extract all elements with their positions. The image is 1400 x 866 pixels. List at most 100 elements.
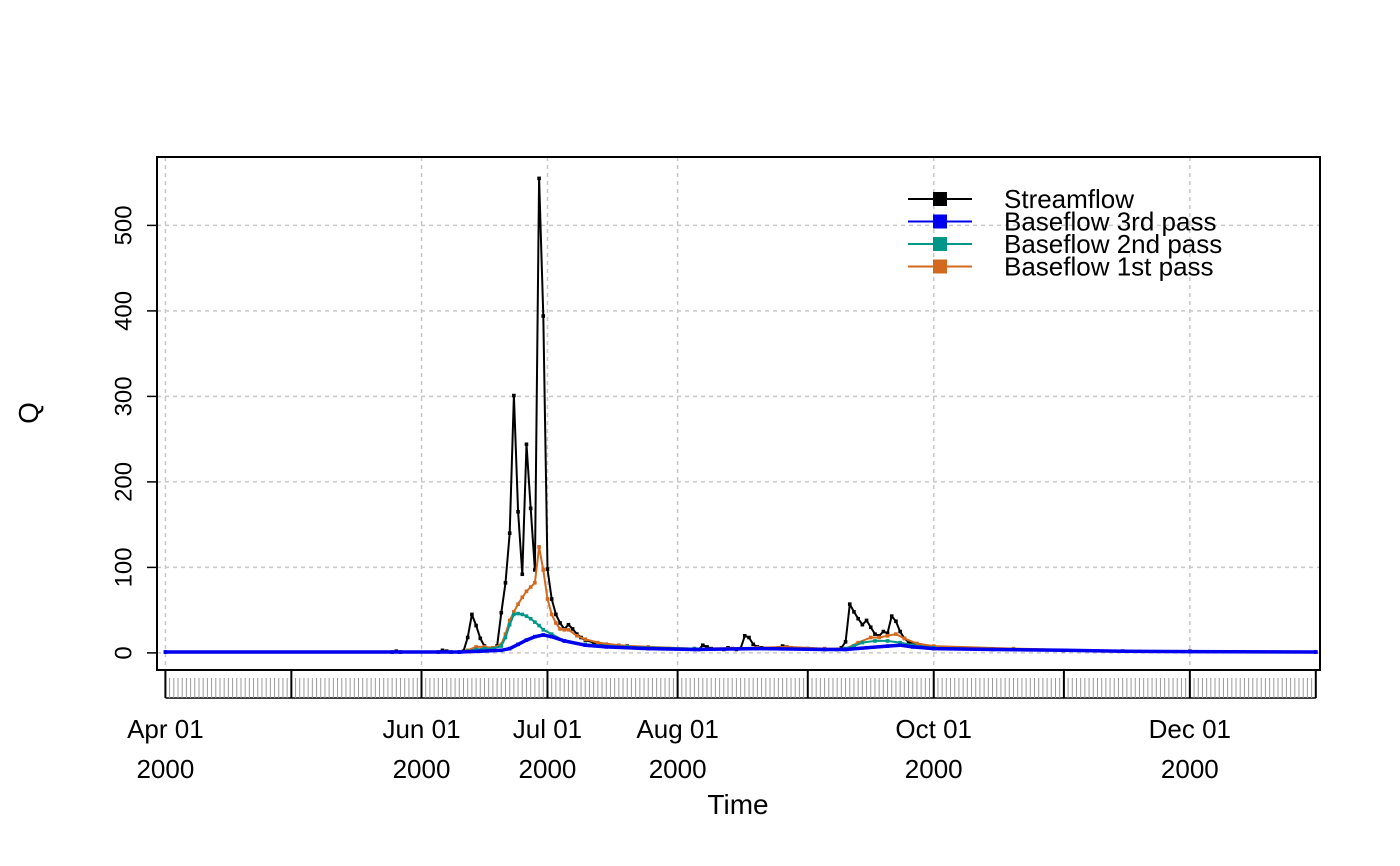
data-point [474,623,478,628]
data-point [541,633,546,637]
data-point [885,644,890,648]
legend-label: Baseflow 2nd pass [1004,229,1222,259]
data-point [470,612,474,617]
data-point [520,572,525,577]
data-point [558,627,562,631]
data-point [499,644,504,648]
x-tick-label: Jul 01 [513,714,582,744]
x-tick-year-label: 2000 [1161,754,1219,784]
data-point [906,639,911,644]
data-point [1120,649,1125,653]
data-point [591,640,596,645]
data-point [822,647,827,652]
data-point [537,545,541,549]
data-point [512,610,516,614]
data-point [507,646,512,651]
x-tick-label: Aug 01 [636,714,718,744]
series-baseflow-3rd-pass [163,633,1318,654]
data-point [583,637,588,642]
data-point [747,635,751,640]
data-point [507,531,512,535]
data-point [864,645,869,650]
data-point [898,640,902,645]
data-point [889,614,894,618]
data-point [692,647,697,652]
x-tick-label: Apr 01 [127,714,204,744]
data-point [566,628,571,632]
data-point [499,610,504,615]
legend-marker [933,237,947,251]
x-tick-label: Dec 01 [1149,714,1231,744]
data-point [549,632,554,636]
data-point [524,638,529,642]
legend-label: Baseflow 3rd pass [1004,207,1216,237]
x-tick-year-label: 2000 [136,754,194,784]
series-layer [163,176,1318,654]
y-axis: 0 100 200 300 400 500 [110,205,157,660]
data-point [516,510,520,514]
data-point [583,643,588,648]
data-point [705,645,709,649]
data-point [520,595,525,600]
data-point [843,647,848,652]
data-point [617,643,621,648]
y-tick-label: 200 [110,462,137,502]
x-tick-label: Jun 01 [382,714,460,744]
data-point [784,645,789,649]
x-axis: Apr 01 2000 Jun 01 2000 Jul 01 2000 Aug 01 2000… [127,670,1317,784]
data-point [533,580,537,585]
data-point [549,634,554,639]
legend-label: Baseflow 1st pass [1004,252,1214,282]
data-point [545,567,550,571]
data-point [751,642,755,647]
data-point [516,611,520,616]
data-point [894,619,898,624]
data-point [524,614,529,618]
data-point [541,628,546,632]
x-tick-year-label: 2000 [905,754,963,784]
data-point [919,643,923,648]
data-point [755,646,760,651]
data-point [852,644,856,648]
data-point [474,647,478,652]
data-point [528,616,533,621]
data-point [868,635,873,640]
data-point [554,621,558,625]
data-point [902,636,907,641]
data-point [545,597,550,601]
data-point [873,632,877,636]
data-point [1188,649,1192,654]
x-tick-label: Oct 01 [895,714,972,744]
x-tick-year-label: 2000 [393,754,451,784]
data-point [860,622,865,627]
data-point [528,585,533,589]
data-point [860,640,865,645]
data-point [898,643,902,648]
data-point [478,649,483,653]
data-point [541,314,546,318]
data-point [877,635,881,640]
y-tick-label: 100 [110,547,137,587]
data-point [507,618,512,623]
data-point [881,629,886,634]
x-tick-year-label: 2000 [649,754,707,784]
legend-label: Streamflow [1004,184,1134,214]
data-point [915,641,919,646]
data-point [524,589,529,594]
data-point [541,568,546,572]
data-point [520,612,525,617]
data-point [512,612,516,617]
data-point [533,634,537,639]
data-point [482,646,487,651]
data-point [1314,650,1318,654]
data-point [503,635,508,640]
data-point [847,602,852,606]
data-point [516,602,520,606]
data-point [852,610,856,614]
data-point [558,621,562,625]
data-point [537,176,541,181]
data-point [503,580,508,585]
data-point [499,648,504,653]
